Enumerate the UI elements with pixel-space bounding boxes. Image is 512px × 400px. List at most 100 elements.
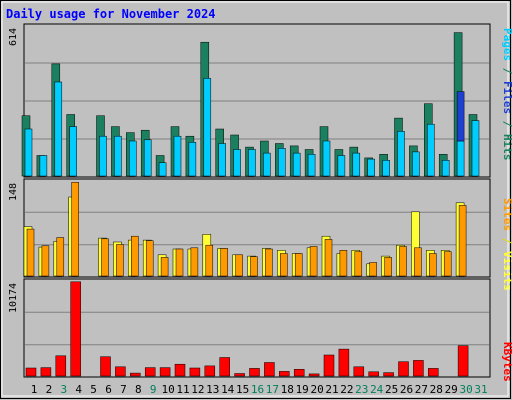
sites-bar (384, 257, 392, 277)
files-bar (218, 143, 226, 177)
legend-visits: Visits (501, 251, 512, 291)
chart-title: Daily usage for November 2024 (6, 7, 216, 21)
files-bar (173, 135, 182, 177)
kbytes-bar (204, 365, 216, 377)
kbytes-bar (130, 372, 141, 377)
legend-slash-1: / (501, 61, 512, 81)
day-label: 4 (75, 383, 82, 396)
sites-bar (190, 247, 199, 277)
kbytes-bar (174, 363, 186, 377)
files-bar (114, 135, 122, 177)
files-bar (382, 160, 390, 177)
files-bar (352, 152, 361, 177)
kbytes-bar (353, 366, 365, 377)
day-label: 22 (340, 383, 353, 396)
day-label: 13 (206, 383, 219, 396)
legend-slash-2: / (501, 114, 512, 134)
day-label: 7 (120, 383, 127, 396)
sites-bar (116, 244, 124, 277)
kbytes-bar (55, 355, 67, 377)
day-label: 29 (445, 383, 458, 396)
kbytes-bar (264, 362, 275, 377)
legend-files: Files (501, 81, 512, 114)
sites-bar (429, 253, 437, 277)
kbytes-bar (293, 369, 305, 377)
day-label: 24 (370, 383, 384, 396)
kbytes-bar (398, 361, 409, 377)
kbytes-bar (368, 371, 379, 377)
sites-bar (294, 253, 303, 277)
files-bar (158, 162, 167, 177)
kbytes-bar (25, 367, 37, 377)
day-label: 16 (251, 383, 264, 396)
hits-bars (21, 32, 480, 177)
sites-bar (26, 228, 35, 277)
files-bar (441, 160, 450, 177)
files-bar (471, 120, 480, 177)
day-label: 15 (236, 383, 249, 396)
kbytes-bar (115, 366, 126, 377)
kbytes-bar (189, 367, 201, 377)
day-label: 3 (60, 383, 67, 396)
legend-pages-files-hits: Pages / Files / Hits (501, 28, 512, 161)
files-bar (412, 151, 420, 177)
kbytes-bar (144, 367, 156, 377)
day-label: 30 (459, 383, 472, 396)
files-bar (24, 128, 33, 177)
sites-bar (250, 256, 258, 277)
day-label: 20 (310, 383, 323, 396)
sites-bar (101, 238, 109, 277)
sites-bar (280, 253, 288, 277)
sites-bar (443, 251, 452, 277)
legend-kbytes: KBytes (501, 342, 512, 382)
sites-bar (220, 248, 228, 277)
sites-bar (41, 245, 50, 277)
sites-bar (56, 237, 65, 277)
sites-bar (339, 250, 348, 277)
kbytes-bar (70, 281, 81, 377)
day-label: 27 (415, 383, 428, 396)
files-bar (307, 154, 316, 177)
day-label: 10 (161, 383, 174, 396)
sites-bar (131, 235, 139, 277)
legend-sites-visits: Sites / Visits (501, 198, 512, 291)
kbytes-ymax-label: 10174 (8, 283, 19, 313)
kbytes-bar (428, 368, 439, 377)
kbytes-bar (219, 357, 230, 377)
day-label: 19 (296, 383, 309, 396)
hits-ymax-label: 614 (8, 28, 19, 46)
sites-bar (160, 257, 169, 277)
kbytes-bar (234, 373, 245, 377)
legend-hits: Hits (501, 134, 512, 161)
day-label: 25 (385, 383, 398, 396)
day-label: 21 (325, 383, 338, 396)
files-bar (278, 148, 286, 177)
sites-bar (71, 182, 79, 277)
sites-bar (145, 240, 154, 277)
files-bar (456, 140, 465, 177)
day-label: 5 (90, 383, 97, 396)
files-bar (54, 81, 63, 177)
kbytes-bar (338, 348, 350, 377)
day-label: 26 (400, 383, 413, 396)
day-label: 18 (281, 383, 294, 396)
pages-bar (456, 91, 465, 142)
sites-bar (309, 246, 318, 277)
kbytes-bar (323, 354, 335, 377)
files-bar (188, 142, 197, 177)
kbytes-bar (40, 367, 52, 377)
legend-pages: Pages (501, 28, 512, 61)
files-bar (248, 149, 256, 177)
day-label: 8 (135, 383, 142, 396)
sites-bar (205, 244, 214, 277)
files-bar (292, 152, 301, 177)
day-label: 2 (46, 383, 53, 396)
sites-bar (175, 248, 184, 277)
files-bar (39, 155, 48, 177)
day-label: 9 (150, 383, 157, 396)
kbytes-bar (249, 368, 260, 377)
day-label: 11 (176, 383, 189, 396)
day-label: 14 (221, 383, 235, 396)
